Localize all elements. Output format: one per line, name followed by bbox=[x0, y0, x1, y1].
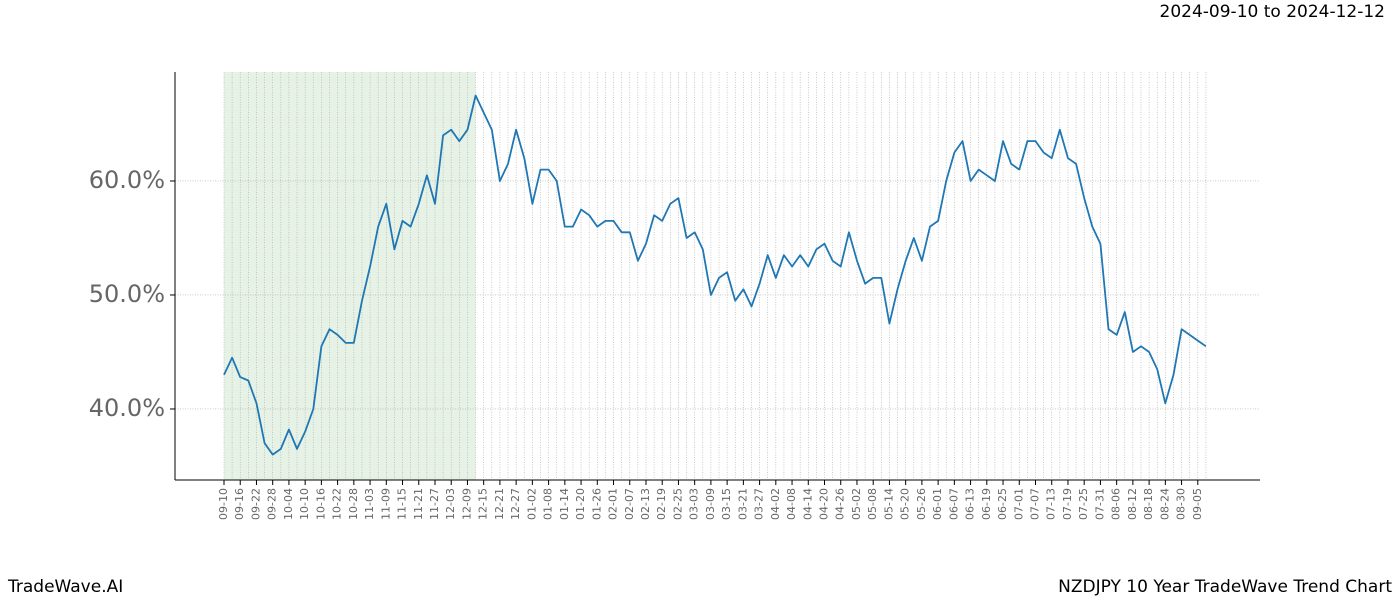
x-tick-label: 11-15 bbox=[396, 488, 409, 520]
x-tick-label: 10-22 bbox=[331, 488, 344, 520]
x-tick-label: 03-15 bbox=[720, 488, 733, 520]
x-tick-label: 04-26 bbox=[834, 488, 847, 520]
x-tick-label: 11-09 bbox=[379, 488, 392, 520]
x-tick-label: 03-03 bbox=[688, 488, 701, 520]
x-tick-label: 12-09 bbox=[460, 488, 473, 520]
x-tick-label: 02-25 bbox=[671, 488, 684, 520]
x-tick-label: 06-13 bbox=[964, 488, 977, 520]
x-tick-label: 09-22 bbox=[249, 488, 262, 520]
footer-right: NZDJPY 10 Year TradeWave Trend Chart bbox=[1058, 577, 1392, 597]
x-tick-label: 06-07 bbox=[947, 488, 960, 520]
x-tick-label: 06-25 bbox=[996, 488, 1009, 520]
x-tick-label: 05-20 bbox=[899, 488, 912, 520]
x-tick-label: 03-09 bbox=[704, 488, 717, 520]
x-tick-label: 07-25 bbox=[1077, 488, 1090, 520]
x-tick-label: 07-07 bbox=[1029, 488, 1042, 520]
x-tick-label: 03-27 bbox=[753, 488, 766, 520]
x-tick-label: 08-12 bbox=[1126, 488, 1139, 520]
x-tick-label: 12-21 bbox=[493, 488, 506, 520]
x-tick-label: 10-04 bbox=[282, 488, 295, 520]
x-tick-label: 04-14 bbox=[801, 488, 814, 520]
x-tick-label: 01-08 bbox=[542, 488, 555, 520]
x-tick-label: 12-27 bbox=[509, 488, 522, 520]
x-tick-label: 04-20 bbox=[818, 488, 831, 520]
x-tick-label: 07-31 bbox=[1093, 488, 1106, 520]
x-tick-label: 09-16 bbox=[233, 488, 246, 520]
y-tick-label: 40.0% bbox=[89, 394, 165, 422]
x-tick-label: 03-21 bbox=[736, 488, 749, 520]
x-tick-label: 01-20 bbox=[574, 488, 587, 520]
x-tick-label: 02-19 bbox=[655, 488, 668, 520]
x-tick-label: 02-13 bbox=[639, 488, 652, 520]
x-tick-label: 08-24 bbox=[1158, 488, 1171, 520]
x-tick-label: 05-14 bbox=[882, 488, 895, 520]
x-tick-label: 08-18 bbox=[1142, 488, 1155, 520]
x-tick-label: 08-30 bbox=[1175, 488, 1188, 520]
x-tick-label: 10-16 bbox=[314, 488, 327, 520]
x-tick-label: 09-05 bbox=[1191, 488, 1204, 520]
chart-title: 2024-09-10 to 2024-12-12 bbox=[1160, 2, 1385, 22]
x-tick-label: 01-14 bbox=[558, 488, 571, 520]
x-tick-label: 04-02 bbox=[769, 488, 782, 520]
x-tick-label: 08-06 bbox=[1110, 488, 1123, 520]
x-tick-label: 07-13 bbox=[1045, 488, 1058, 520]
x-tick-label: 09-28 bbox=[266, 488, 279, 520]
footer-left: TradeWave.AI bbox=[7, 577, 123, 597]
x-tick-label: 05-08 bbox=[866, 488, 879, 520]
x-tick-label: 11-03 bbox=[363, 488, 376, 520]
x-tick-label: 04-08 bbox=[785, 488, 798, 520]
x-tick-label: 01-26 bbox=[590, 488, 603, 520]
x-tick-label: 02-07 bbox=[623, 488, 636, 520]
x-tick-label: 01-02 bbox=[525, 488, 538, 520]
x-tick-label: 11-21 bbox=[412, 488, 425, 520]
x-tick-label: 07-19 bbox=[1061, 488, 1074, 520]
x-tick-label: 02-01 bbox=[607, 488, 620, 520]
x-tick-label: 07-01 bbox=[1012, 488, 1025, 520]
y-tick-label: 60.0% bbox=[89, 166, 165, 194]
highlight-region bbox=[224, 72, 476, 480]
x-tick-label: 05-26 bbox=[915, 488, 928, 520]
y-tick-label: 50.0% bbox=[89, 280, 165, 308]
x-tick-label: 11-27 bbox=[428, 488, 441, 520]
x-tick-label: 06-19 bbox=[980, 488, 993, 520]
x-tick-label: 10-28 bbox=[347, 488, 360, 520]
x-tick-label: 12-03 bbox=[444, 488, 457, 520]
series-line bbox=[223, 94, 1207, 456]
x-tick-label: 06-01 bbox=[931, 488, 944, 520]
x-tick-label: 10-10 bbox=[298, 488, 311, 520]
x-tick-label: 09-10 bbox=[217, 488, 230, 520]
x-tick-label: 05-02 bbox=[850, 488, 863, 520]
x-tick-label: 12-15 bbox=[477, 488, 490, 520]
